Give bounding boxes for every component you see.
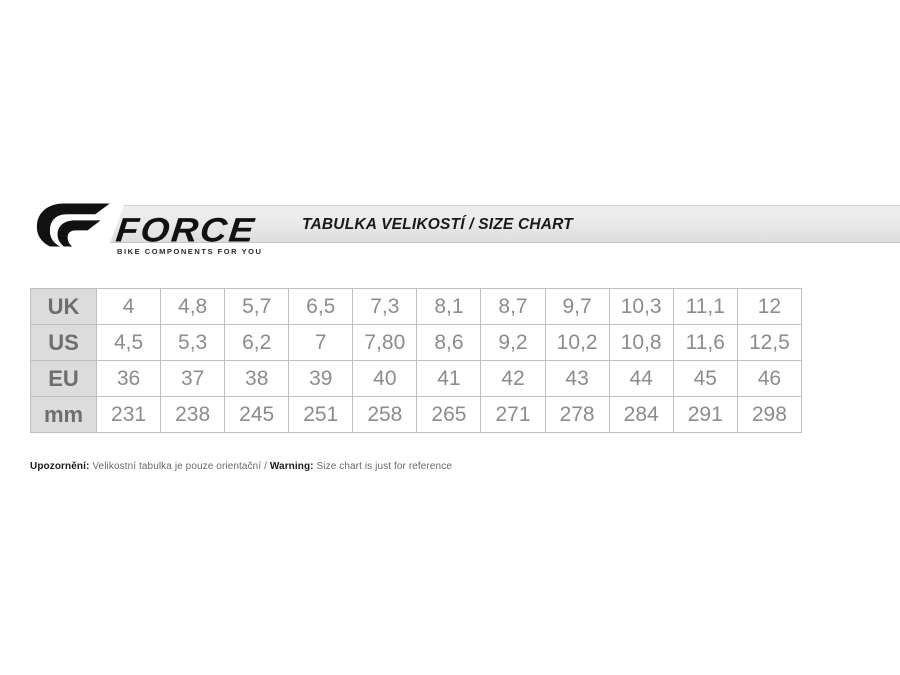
size-cell: 46 [736, 360, 803, 397]
force-logo-tagline: BIKE COMPONENTS FOR YOU [117, 247, 263, 256]
size-cell: 10,2 [544, 324, 610, 361]
size-cell: 8,6 [416, 324, 482, 361]
size-cell: 7,3 [352, 288, 418, 325]
disclaimer-en-text: Size chart is just for reference [313, 461, 452, 472]
size-cell: 6,2 [224, 324, 290, 361]
row-header-uk: UK [30, 288, 97, 325]
size-cell: 10,3 [608, 288, 674, 325]
row-header-eu: EU [30, 360, 97, 397]
size-cell: 44 [608, 360, 674, 397]
size-cell: 41 [416, 360, 482, 397]
size-cell: 231 [95, 396, 162, 433]
table-row: EU 36 37 38 39 40 41 42 43 44 45 46 [30, 360, 803, 397]
size-cell: 7,80 [352, 324, 418, 361]
size-cell: 40 [352, 360, 418, 397]
size-cell: 265 [416, 396, 482, 433]
size-cell: 7 [288, 324, 354, 361]
size-cell: 11,6 [672, 324, 738, 361]
size-cell: 238 [160, 396, 226, 433]
size-cell: 9,7 [544, 288, 610, 325]
size-cell: 38 [224, 360, 290, 397]
force-logo-text: FORCE [114, 211, 258, 250]
size-cell: 8,1 [416, 288, 482, 325]
size-chart-table: UK 4 4,8 5,7 6,5 7,3 8,1 8,7 9,7 10,3 11,1 12 US 4,5 5… [30, 288, 803, 433]
size-cell: 12 [736, 288, 803, 325]
size-cell: 258 [352, 396, 418, 433]
size-cell: 42 [480, 360, 546, 397]
size-table-body: UK 4 4,8 5,7 6,5 7,3 8,1 8,7 9,7 10,3 11,1 12 US 4,5 5… [30, 288, 803, 433]
size-cell: 5,7 [224, 288, 290, 325]
size-cell: 36 [95, 360, 162, 397]
table-row: mm 231 238 245 251 258 265 271 278 284 291 298 [30, 396, 803, 433]
size-cell: 245 [224, 396, 290, 433]
size-cell: 43 [544, 360, 610, 397]
size-cell: 10,8 [608, 324, 674, 361]
size-cell: 37 [160, 360, 226, 397]
size-cell: 298 [736, 396, 803, 433]
size-cell: 4,5 [95, 324, 162, 361]
disclaimer-cs-label: Upozornění: [30, 461, 90, 472]
size-cell: 251 [288, 396, 354, 433]
disclaimer-en-label: Warning: [269, 461, 314, 472]
size-cell: 45 [672, 360, 738, 397]
size-cell: 5,3 [160, 324, 226, 361]
size-cell: 278 [544, 396, 610, 433]
size-cell: 8,7 [480, 288, 546, 325]
size-cell: 284 [608, 396, 674, 433]
size-cell: 12,5 [736, 324, 803, 361]
size-cell: 4 [95, 288, 162, 325]
disclaimer-cs-text: Velikostní tabulka je pouze orientační / [89, 461, 270, 472]
banner-title: TABULKA VELIKOSTÍ / SIZE CHART [302, 216, 573, 233]
row-header-mm: mm [30, 396, 97, 433]
size-cell: 9,2 [480, 324, 546, 361]
size-cell: 4,8 [160, 288, 226, 325]
disclaimer-note: Upozornění: Velikostní tabulka je pouze … [30, 461, 452, 472]
header-banner: TABULKA VELIKOSTÍ / SIZE CHART [110, 205, 900, 243]
size-cell: 39 [288, 360, 354, 397]
size-cell: 6,5 [288, 288, 354, 325]
force-f-emblem-icon [36, 203, 110, 247]
size-cell: 11,1 [672, 288, 738, 325]
size-cell: 291 [672, 396, 738, 433]
force-logo: FORCE BIKE COMPONENTS FOR YOU [32, 200, 262, 262]
table-row: US 4,5 5,3 6,2 7 7,80 8,6 9,2 10,2 10,8 11,6 12,5 [30, 324, 803, 361]
size-cell: 271 [480, 396, 546, 433]
row-header-us: US [30, 324, 97, 361]
table-row: UK 4 4,8 5,7 6,5 7,3 8,1 8,7 9,7 10,3 11,1 12 [30, 288, 803, 325]
